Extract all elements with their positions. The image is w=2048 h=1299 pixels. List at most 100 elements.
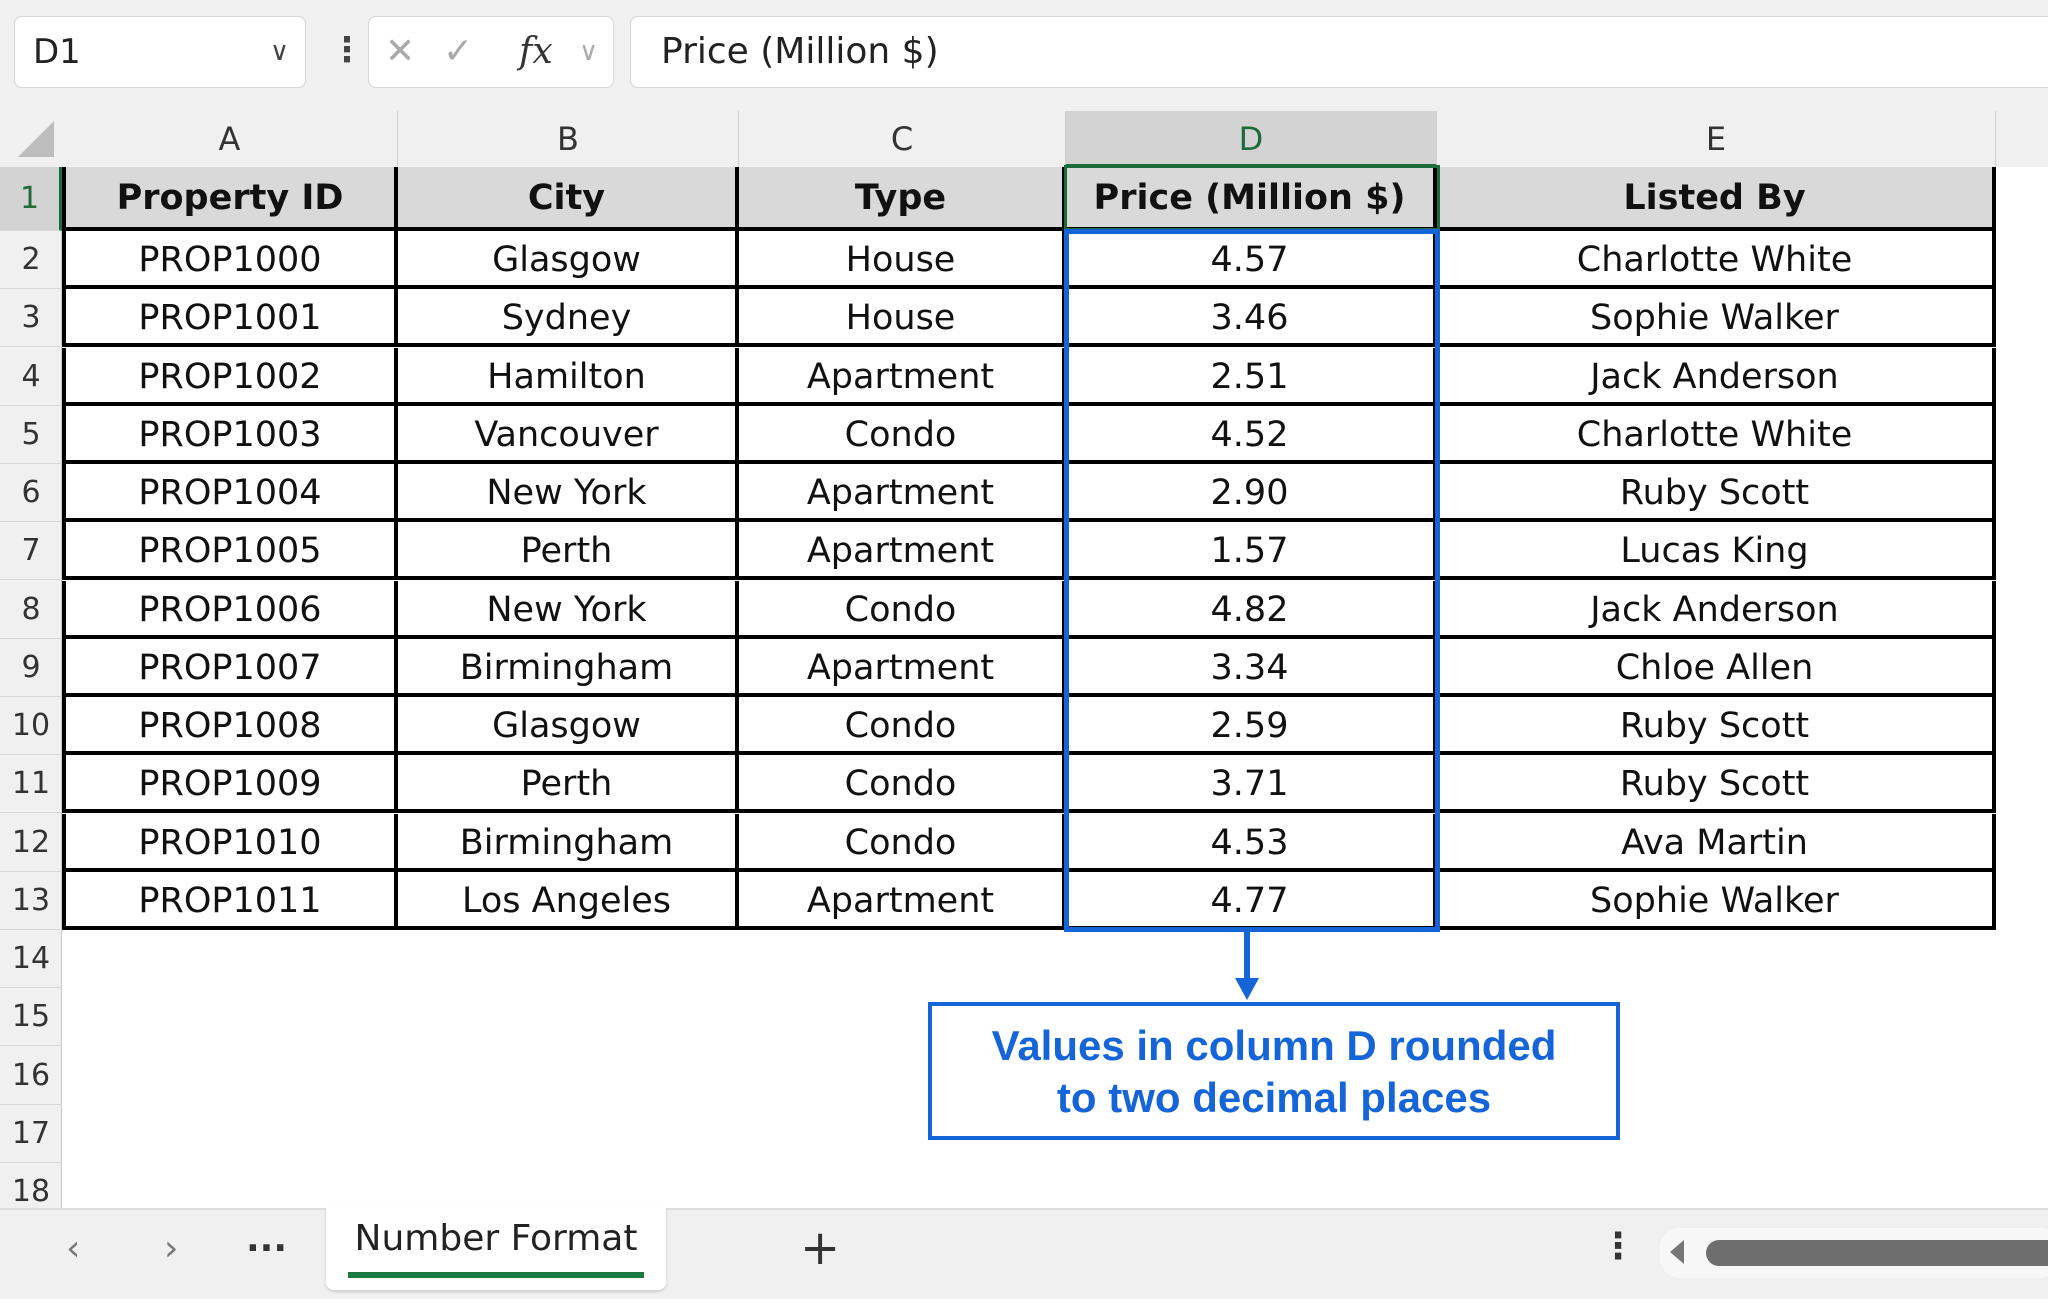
chevron-down-icon[interactable]: ∨	[579, 37, 599, 67]
cell-b[interactable]: Perth	[398, 755, 739, 814]
cell-e[interactable]: Jack Anderson	[1437, 347, 1996, 406]
cell-a[interactable]: PROP1004	[62, 464, 398, 522]
cell-d[interactable]: 4.52	[1066, 405, 1437, 464]
sheet-tab-number-format[interactable]: Number Format	[326, 1208, 666, 1290]
cell-c[interactable]: Apartment	[739, 347, 1066, 406]
row-header-10[interactable]: 10	[0, 697, 62, 755]
cell-d[interactable]: 4.82	[1066, 580, 1437, 639]
cell-a[interactable]: PROP1000	[62, 231, 398, 289]
cell-b[interactable]: Birmingham	[398, 638, 739, 697]
cell-e[interactable]: Charlotte White	[1437, 231, 1996, 289]
chevron-down-icon[interactable]: ∨	[269, 37, 289, 67]
row-header-4[interactable]: 4	[0, 348, 62, 406]
scrollbar-thumb[interactable]	[1706, 1240, 2048, 1266]
column-header-b[interactable]: B	[398, 111, 739, 167]
cell-c[interactable]: Apartment	[739, 522, 1066, 581]
more-options-icon[interactable]: ⋮	[1600, 1226, 1636, 1267]
cell-e[interactable]: Ruby Scott	[1437, 755, 1996, 814]
cell-c[interactable]: Type	[739, 167, 1066, 231]
cell-a[interactable]: PROP1010	[62, 813, 398, 872]
cell-d[interactable]: 3.46	[1066, 289, 1437, 348]
column-header-c[interactable]: C	[739, 111, 1066, 167]
cell-d[interactable]: 4.77	[1066, 871, 1437, 930]
cell-c[interactable]: House	[739, 231, 1066, 289]
scroll-left-icon[interactable]	[1670, 1240, 1684, 1264]
cell-d[interactable]: Price (Million $)	[1066, 167, 1437, 231]
cell-e[interactable]: Listed By	[1437, 167, 1996, 231]
cell-c[interactable]: Apartment	[739, 638, 1066, 697]
row-header-5[interactable]: 5	[0, 406, 62, 464]
cell-c[interactable]: Condo	[739, 755, 1066, 814]
cell-e[interactable]: Charlotte White	[1437, 405, 1996, 464]
cell-b[interactable]: Hamilton	[398, 347, 739, 406]
cell-c[interactable]: Condo	[739, 697, 1066, 755]
row-header-16[interactable]: 16	[0, 1047, 62, 1105]
column-header-a[interactable]: A	[62, 111, 398, 167]
cell-c[interactable]: Condo	[739, 405, 1066, 464]
row-header-9[interactable]: 9	[0, 639, 62, 697]
cell-b[interactable]: New York	[398, 464, 739, 522]
cell-b[interactable]: Glasgow	[398, 231, 739, 289]
cell-d[interactable]: 2.59	[1066, 697, 1437, 755]
confirm-icon[interactable]: ✓	[443, 31, 474, 72]
row-header-15[interactable]: 15	[0, 988, 62, 1047]
cell-e[interactable]: Ruby Scott	[1437, 697, 1996, 755]
cell-d[interactable]: 2.51	[1066, 347, 1437, 406]
cell-c[interactable]: Apartment	[739, 871, 1066, 930]
cell-a[interactable]: PROP1011	[62, 871, 398, 930]
more-sheets-icon[interactable]: ···	[246, 1228, 288, 1269]
add-sheet-icon[interactable]: +	[800, 1220, 841, 1276]
cell-e[interactable]: Sophie Walker	[1437, 289, 1996, 348]
cell-e[interactable]: Ruby Scott	[1437, 464, 1996, 522]
row-header-7[interactable]: 7	[0, 522, 62, 581]
cell-b[interactable]: Birmingham	[398, 813, 739, 872]
row-header-13[interactable]: 13	[0, 872, 62, 930]
cell-e[interactable]: Sophie Walker	[1437, 871, 1996, 930]
select-all-button[interactable]	[18, 121, 54, 157]
cell-d[interactable]: 4.57	[1066, 231, 1437, 289]
cell-a[interactable]: Property ID	[62, 167, 398, 231]
cell-a[interactable]: PROP1005	[62, 522, 398, 581]
cell-a[interactable]: PROP1009	[62, 755, 398, 814]
cancel-icon[interactable]: ✕	[385, 31, 416, 72]
cell-e[interactable]: Jack Anderson	[1437, 580, 1996, 639]
cell-c[interactable]: Apartment	[739, 464, 1066, 522]
cell-c[interactable]: House	[739, 289, 1066, 348]
cell-b[interactable]: City	[398, 167, 739, 231]
cell-b[interactable]: Vancouver	[398, 405, 739, 464]
next-sheet-icon[interactable]: ›	[164, 1228, 179, 1269]
row-header-3[interactable]: 3	[0, 289, 62, 348]
cell-a[interactable]: PROP1008	[62, 697, 398, 755]
row-header-2[interactable]: 2	[0, 231, 62, 289]
row-header-6[interactable]: 6	[0, 464, 62, 522]
horizontal-scrollbar[interactable]	[1660, 1228, 2048, 1278]
cell-d[interactable]: 4.53	[1066, 813, 1437, 872]
cell-d[interactable]: 1.57	[1066, 522, 1437, 581]
row-header-1[interactable]: 1	[0, 167, 62, 231]
cell-e[interactable]: Chloe Allen	[1437, 638, 1996, 697]
insert-function-icon[interactable]: fx	[519, 31, 553, 72]
cell-b[interactable]: Glasgow	[398, 697, 739, 755]
cell-b[interactable]: Los Angeles	[398, 871, 739, 930]
cell-a[interactable]: PROP1007	[62, 638, 398, 697]
cell-d[interactable]: 2.90	[1066, 464, 1437, 522]
row-header-17[interactable]: 17	[0, 1105, 62, 1163]
cell-e[interactable]: Lucas King	[1437, 522, 1996, 581]
cell-d[interactable]: 3.71	[1066, 755, 1437, 814]
cell-b[interactable]: New York	[398, 580, 739, 639]
cell-c[interactable]: Condo	[739, 580, 1066, 639]
cell-a[interactable]: PROP1002	[62, 347, 398, 406]
cell-d[interactable]: 3.34	[1066, 638, 1437, 697]
row-header-11[interactable]: 11	[0, 755, 62, 814]
row-header-14[interactable]: 14	[0, 930, 62, 988]
prev-sheet-icon[interactable]: ‹	[66, 1228, 81, 1269]
cell-a[interactable]: PROP1003	[62, 405, 398, 464]
row-header-12[interactable]: 12	[0, 814, 62, 872]
cell-b[interactable]: Perth	[398, 522, 739, 581]
cell-a[interactable]: PROP1006	[62, 580, 398, 639]
cell-e[interactable]: Ava Martin	[1437, 813, 1996, 872]
column-header-e[interactable]: E	[1437, 111, 1996, 167]
cell-b[interactable]: Sydney	[398, 289, 739, 348]
formula-input[interactable]: Price (Million $)	[630, 16, 2048, 88]
cell-a[interactable]: PROP1001	[62, 289, 398, 348]
